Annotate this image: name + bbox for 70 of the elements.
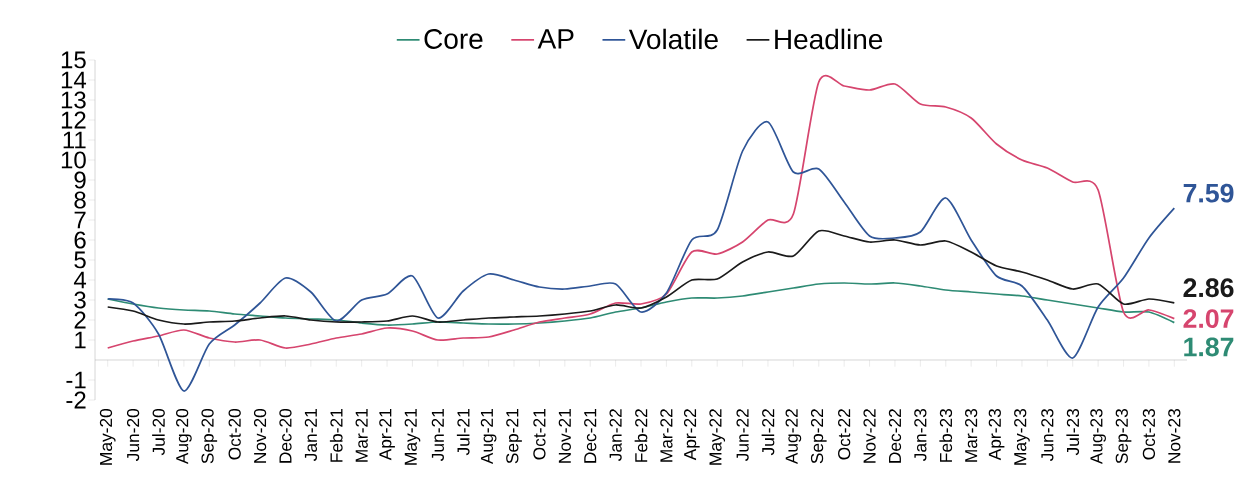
x-tick-label: Oct-22 (838, 409, 851, 460)
x-tick-label: Aug-22 (785, 409, 802, 465)
data-label: 7.59 (1183, 183, 1234, 203)
x-tick-label: Dec-22 (888, 409, 902, 463)
x-tick-label: Nov-23 (1168, 409, 1181, 463)
legend-label: Core (424, 29, 483, 49)
x-tick-label: Jul-23 (1066, 409, 1080, 456)
x-tick-label: Aug-23 (1090, 409, 1106, 465)
x-tick-label: Aug-21 (480, 409, 497, 465)
x-tick-label: May-21 (404, 409, 421, 465)
legend-label: Volatile (628, 28, 718, 50)
x-tick-label: Nov-20 (253, 408, 267, 463)
x-tick-label: Jul-21 (456, 409, 470, 456)
y-tick-label: 6 (74, 231, 86, 249)
x-tick-label: Jun-22 (736, 409, 749, 461)
x-tick-label: Apr-22 (683, 409, 700, 461)
x-tick-label: Jan-21 (304, 409, 317, 461)
y-tick-label: 2 (74, 311, 86, 329)
x-tick-label: Nov-21 (558, 409, 571, 463)
x-tick-label: Nov-22 (863, 409, 876, 463)
x-tick-label: Mar-21 (355, 409, 368, 462)
legend-label: Headline (775, 28, 883, 50)
x-tick-label: Oct-21 (533, 409, 546, 460)
y-tick-label: 5 (74, 251, 86, 269)
data-label: 2.86 (1183, 278, 1234, 298)
y-tick-label: 11 (63, 131, 86, 149)
y-tick-label: -2 (66, 391, 86, 409)
y-tick-label: 13 (61, 91, 86, 109)
x-tick-label: Oct-20 (228, 408, 241, 460)
x-tick-label: Jan-23 (914, 409, 927, 461)
y-tick-label: 4 (73, 271, 87, 289)
y-tick-label: 10 (61, 151, 86, 169)
x-tick-label: Sep-22 (810, 409, 827, 464)
x-tick-label: Jun-21 (431, 409, 444, 461)
y-tick-label: 8 (74, 191, 86, 209)
x-tick-label: Mar-22 (660, 409, 673, 462)
y-tick-label: 1 (75, 331, 86, 349)
x-tick-label: May-22 (709, 409, 726, 465)
x-tick-label: Oct-23 (1142, 409, 1156, 460)
x-tick-label: Sep-23 (1115, 409, 1132, 464)
x-tick-label: Aug-20 (176, 408, 192, 465)
x-tick-label: Feb-23 (939, 409, 953, 462)
y-tick-label: 15 (61, 51, 86, 69)
y-tick-label: -1 (66, 371, 86, 389)
x-tick-label: Feb-22 (634, 409, 648, 462)
data-label: 2.07 (1183, 309, 1234, 329)
y-tick-label: 14 (61, 71, 87, 89)
x-tick-label: May-23 (1014, 409, 1030, 465)
y-tick-label: 7 (74, 211, 86, 229)
line-series (106, 121, 1176, 392)
x-tick-label: Dec-20 (279, 408, 292, 463)
x-tick-label: May-20 (99, 408, 116, 465)
line-series (106, 230, 1176, 325)
x-tick-label: Jul-22 (761, 409, 775, 456)
x-tick-label: Sep-20 (201, 408, 218, 464)
y-tick-label: 9 (74, 171, 86, 189)
x-tick-label: Jun-23 (1041, 409, 1054, 461)
x-tick-label: Jul-20 (152, 408, 165, 456)
x-tick-label: Apr-23 (988, 409, 1005, 461)
x-tick-label: Jun-20 (126, 408, 140, 461)
x-tick-label: Mar-23 (965, 409, 978, 462)
x-tick-label: Jan-22 (609, 409, 622, 461)
y-tick-label: 3 (74, 291, 86, 309)
x-tick-label: Sep-21 (506, 409, 522, 464)
x-tick-label: Feb-21 (329, 409, 343, 462)
data-label: 1.87 (1184, 337, 1234, 357)
x-tick-label: Dec-21 (584, 409, 597, 463)
legend-label: AP (537, 29, 574, 49)
x-tick-label: Apr-21 (379, 409, 395, 461)
y-tick-label: 12 (61, 111, 86, 129)
